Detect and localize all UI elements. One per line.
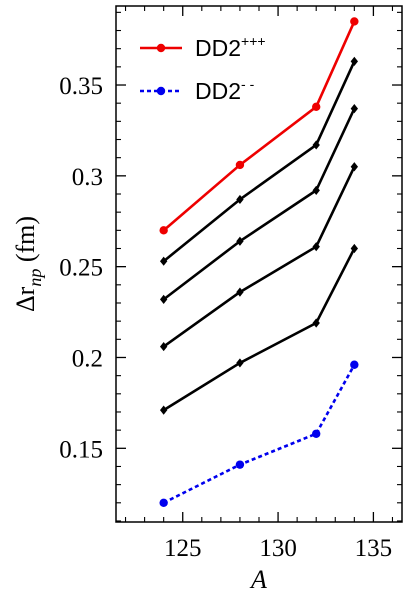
data-point-2-1 (236, 236, 244, 246)
legend-label-dd2-plus: DD2+++ (195, 33, 266, 61)
data-point-0-2 (312, 102, 321, 112)
data-point-2-0 (159, 294, 168, 304)
series-line-2 (162, 108, 356, 301)
legend-label-dd2-minus: DD2- - (195, 76, 255, 104)
data-point-4-0 (159, 405, 168, 415)
y-tick-label-4: 0.35 (59, 73, 103, 100)
y-tick-label-0: 0.15 (59, 436, 103, 463)
series-2 (159, 104, 359, 304)
data-point-1-1 (236, 194, 244, 205)
data-point-5-1 (235, 460, 245, 469)
data-point-1-2 (312, 140, 320, 150)
data-point-3-1 (236, 287, 244, 297)
legend-label-dd2-plus-sup: +++ (241, 33, 266, 49)
legend-entry-dd2-plus: DD2+++ (140, 33, 266, 61)
legend-label-dd2-minus-base: DD2 (195, 78, 241, 104)
data-point-0-1 (235, 160, 245, 170)
series-5 (159, 360, 359, 508)
data-point-1-0 (159, 256, 168, 266)
plot-frame (115, 5, 403, 523)
y-axis-title: Δrnp (fm) (11, 216, 45, 312)
tick-labels-layer: 125 130 135 0.15 0.2 0.25 0.3 0.35 (59, 73, 392, 562)
data-point-5-0 (159, 498, 168, 508)
legend-marker-dd2-plus (156, 43, 166, 53)
data-point-3-0 (159, 341, 168, 352)
y-axis-title-unit: (fm) (11, 216, 40, 269)
y-tick-label-3: 0.3 (72, 164, 103, 191)
y-axis-title-main: Δr (11, 286, 40, 312)
series-layer (159, 17, 359, 508)
series-0 (159, 17, 359, 235)
data-point-5-3 (350, 360, 359, 369)
data-point-5-2 (312, 429, 321, 438)
legend-label-dd2-plus-base: DD2 (195, 35, 241, 61)
series-line-4 (162, 247, 356, 412)
series-line-0 (162, 20, 356, 232)
series-1 (159, 56, 359, 266)
y-tick-label-1: 0.2 (72, 345, 103, 372)
x-tick-label-0: 125 (164, 535, 202, 562)
series-line-5 (163, 364, 356, 504)
legend-entry-dd2-minus: DD2- - (140, 76, 255, 104)
data-point-2-3 (350, 104, 359, 114)
ticks-layer (116, 6, 402, 522)
data-point-0-3 (350, 17, 359, 26)
data-point-4-1 (236, 358, 244, 368)
legend-label-dd2-minus-sup: - - (241, 76, 255, 92)
data-point-3-3 (350, 162, 359, 172)
data-point-1-3 (350, 56, 359, 67)
y-tick-label-2: 0.25 (59, 255, 103, 282)
legend: DD2+++ DD2- - (140, 33, 266, 104)
legend-marker-dd2-minus (156, 86, 166, 96)
data-point-2-2 (312, 185, 320, 195)
series-4 (159, 243, 359, 415)
data-point-3-2 (312, 242, 320, 252)
x-tick-label-1: 130 (259, 535, 297, 562)
x-tick-label-2: 135 (355, 535, 393, 562)
y-axis-title-subscript: np (25, 269, 45, 287)
series-line-1 (162, 60, 356, 263)
data-point-4-3 (350, 243, 359, 254)
x-axis-title: A (249, 565, 267, 594)
data-point-4-2 (312, 318, 320, 328)
series-3 (159, 162, 359, 352)
data-point-0-0 (159, 226, 168, 235)
series-line-3 (162, 166, 356, 348)
